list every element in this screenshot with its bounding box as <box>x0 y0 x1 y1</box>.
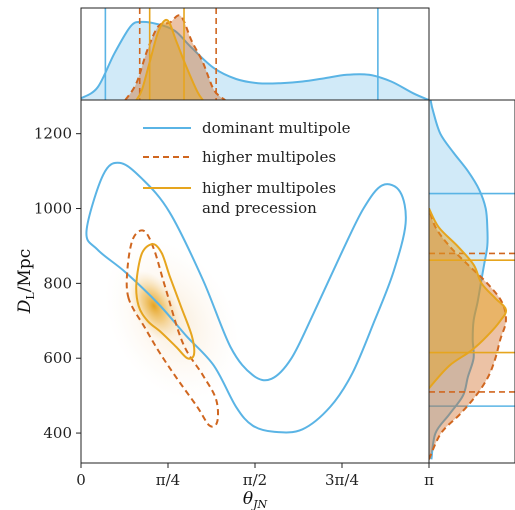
x-tick-label: 3π/4 <box>325 471 359 489</box>
x-tick-label: π <box>424 471 434 489</box>
y-axis-label: DL/Mpc <box>15 249 37 315</box>
legend-label-dominant-multipole: dominant multipole <box>202 119 351 137</box>
x-tick-label: π/2 <box>243 471 267 489</box>
y-tick-label: 1200 <box>34 125 72 143</box>
legend: dominant multipole higher multipoles highe… <box>143 119 351 217</box>
x-axis-label: θJN <box>243 489 268 510</box>
dominant-multipole-right-density-fill <box>429 100 488 460</box>
main-plot-panel: 0 π/4 π/2 3π/4 π 400 600 800 1000 1200 <box>34 99 434 489</box>
y-tick-label: 800 <box>43 274 72 292</box>
x-tick-label: 0 <box>76 471 86 489</box>
higher-multipoles-and-precession-top-density-fill <box>136 19 203 100</box>
higher-multipoles-right-density-fill <box>429 208 506 460</box>
higher-multipoles-and-precession-top-density-line <box>135 18 204 100</box>
y-tick-label: 600 <box>43 349 72 367</box>
higher-multipoles-and-precession-contour <box>135 243 196 360</box>
higher-multipoles-right-density-line <box>429 208 507 460</box>
y-tick-label: 400 <box>43 424 72 442</box>
higher-multipoles-and-precession-right-density-fill <box>429 208 507 389</box>
density-shading-core <box>127 270 181 342</box>
dominant-multipole-contour <box>85 161 407 434</box>
legend-label-higher-multipoles-and-precession: higher multipoles and precession <box>202 179 336 217</box>
top-marginal-panel <box>80 7 430 101</box>
higher-multipoles-top-density-line <box>124 14 226 100</box>
x-tick-label: π/4 <box>156 471 180 489</box>
higher-multipoles-contour <box>125 229 220 428</box>
legend-label-higher-multipoles: higher multipoles <box>202 148 336 166</box>
dominant-multipole-right-density-line <box>429 100 489 460</box>
y-tick-label: 1000 <box>34 200 72 218</box>
dominant-multipole-top-density-line <box>81 20 429 100</box>
right-marginal-panel <box>428 99 515 464</box>
dominant-multipole-top-density-fill <box>81 21 429 100</box>
